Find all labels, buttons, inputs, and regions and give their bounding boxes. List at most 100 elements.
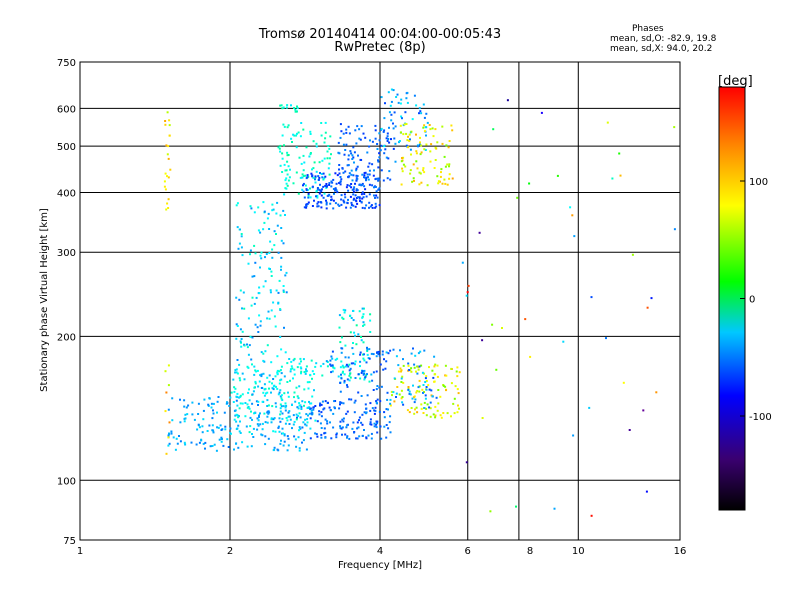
data-point (380, 169, 383, 172)
data-point (259, 254, 262, 257)
data-point (368, 162, 371, 165)
data-point (329, 135, 332, 138)
data-point (397, 370, 400, 373)
data-point (284, 409, 287, 412)
data-point (267, 212, 270, 215)
data-point (235, 368, 238, 371)
data-point (344, 433, 347, 436)
data-point (284, 274, 287, 277)
data-point (309, 427, 312, 430)
data-point (267, 437, 270, 440)
data-point (278, 391, 281, 394)
data-point (330, 185, 333, 188)
data-point (286, 173, 289, 176)
data-point (392, 89, 395, 92)
data-point (310, 359, 313, 362)
data-point (354, 399, 357, 402)
data-point (442, 384, 445, 387)
data-point (333, 400, 336, 403)
data-point (236, 202, 239, 205)
data-point (300, 162, 303, 165)
data-point (286, 362, 289, 365)
data-point (235, 371, 238, 374)
data-point (330, 180, 333, 183)
chart-title: Tromsø 20140414 00:04:00-00:05:43 (258, 27, 502, 42)
data-point (339, 123, 342, 126)
data-point (342, 317, 345, 320)
data-point (317, 178, 320, 181)
data-point (315, 195, 317, 198)
data-point (353, 411, 356, 414)
data-point (327, 167, 330, 170)
data-point (238, 407, 241, 410)
data-point (346, 410, 349, 413)
data-point (446, 163, 449, 166)
data-point (384, 367, 387, 370)
data-point (378, 410, 381, 413)
data-point (346, 436, 348, 439)
data-point (361, 370, 364, 373)
data-point (262, 228, 265, 231)
x-tick-label: 10 (572, 546, 585, 557)
data-point (318, 161, 321, 164)
data-point (386, 135, 389, 138)
data-point (395, 392, 398, 395)
data-point (296, 132, 298, 135)
y-tick-label: 600 (57, 104, 76, 115)
data-point (368, 357, 371, 360)
data-point (456, 388, 459, 391)
data-point (342, 308, 345, 311)
data-point (377, 350, 380, 353)
data-point (285, 291, 288, 294)
data-point (385, 137, 388, 140)
data-point (444, 182, 447, 185)
data-point (238, 377, 241, 380)
data-point (280, 378, 283, 381)
data-point (332, 188, 335, 190)
data-point (406, 409, 409, 412)
data-point (279, 104, 282, 107)
colorbar-label: [deg] (718, 74, 753, 89)
data-point (247, 317, 250, 320)
data-point (440, 168, 443, 171)
data-point (562, 340, 565, 343)
data-point (322, 185, 325, 188)
data-point (387, 157, 390, 160)
data-point (378, 386, 381, 389)
data-point (481, 417, 484, 419)
data-point (374, 406, 377, 409)
data-point (311, 413, 314, 416)
data-point (606, 121, 609, 124)
data-point (314, 432, 317, 435)
data-point (258, 415, 260, 418)
data-point (341, 167, 344, 170)
data-point (235, 323, 238, 326)
data-point (184, 413, 187, 416)
data-point (264, 256, 266, 259)
data-point (284, 179, 287, 182)
data-point (216, 400, 219, 403)
data-point (348, 172, 351, 175)
x-tick-label: 16 (674, 546, 687, 557)
data-point (167, 198, 170, 201)
data-point (411, 397, 414, 400)
data-point (213, 443, 216, 446)
data-point (295, 413, 298, 416)
data-point (268, 317, 271, 320)
data-point (516, 196, 519, 199)
data-point (422, 412, 425, 414)
data-point (413, 412, 416, 415)
data-point (312, 140, 315, 143)
data-point (293, 435, 296, 438)
data-point (395, 96, 398, 98)
data-point (360, 184, 363, 187)
data-point (257, 229, 260, 232)
data-point (373, 169, 375, 172)
data-point (384, 148, 387, 151)
data-point (201, 425, 204, 428)
data-point (183, 405, 186, 408)
data-point (216, 426, 219, 429)
data-point (335, 436, 338, 439)
data-point (397, 101, 400, 104)
data-point (269, 268, 271, 270)
